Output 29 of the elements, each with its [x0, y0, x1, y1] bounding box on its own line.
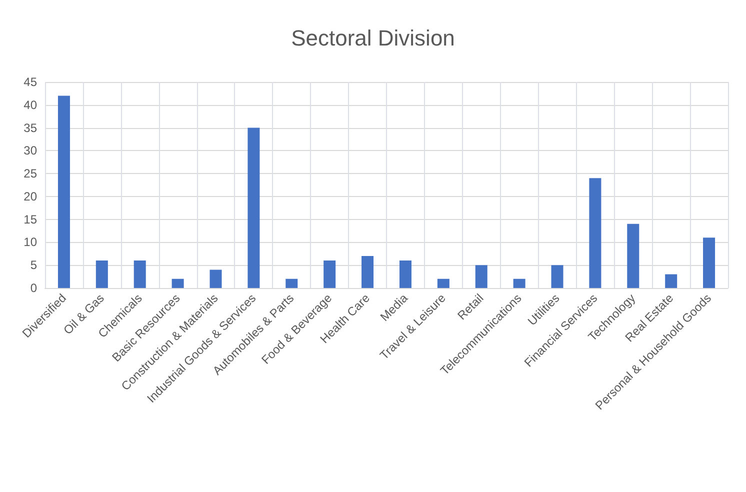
- bar: [551, 265, 564, 288]
- bar: [286, 278, 298, 288]
- bar: [589, 178, 602, 288]
- chart-title: Sectoral Division: [291, 26, 455, 50]
- bar: [58, 96, 70, 288]
- bar: [627, 224, 640, 288]
- bar: [703, 238, 716, 288]
- y-tick-label: 40: [24, 98, 38, 112]
- bar: [172, 278, 184, 288]
- y-tick-label: 25: [24, 166, 38, 181]
- y-tick-label: 30: [24, 144, 38, 158]
- y-tick-label: 20: [24, 189, 38, 204]
- bar: [437, 278, 450, 288]
- bar: [475, 265, 488, 288]
- bar: [399, 260, 412, 288]
- bar: [210, 270, 222, 288]
- y-tick-label: 15: [24, 212, 38, 226]
- y-tick-label: 0: [30, 281, 38, 295]
- y-tick-label: 45: [24, 75, 38, 89]
- bar: [96, 260, 108, 288]
- y-tick-label: 10: [24, 235, 38, 250]
- bar: [362, 256, 374, 288]
- y-tick-label: 5: [30, 258, 38, 272]
- bar: [324, 260, 336, 288]
- y-tick-label: 35: [24, 120, 38, 135]
- bar: [134, 260, 146, 288]
- bar: [513, 278, 526, 288]
- bar: [248, 128, 260, 288]
- bar: [665, 274, 678, 288]
